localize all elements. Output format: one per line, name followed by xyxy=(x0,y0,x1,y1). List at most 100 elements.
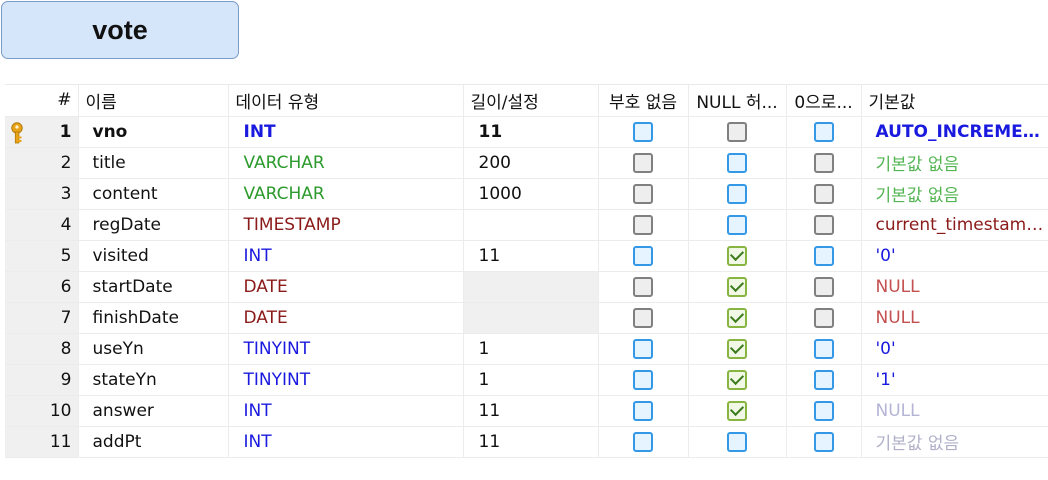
table-row[interactable]: 7 finishDate DATE NULL xyxy=(5,302,1048,334)
column-name-cell[interactable]: title xyxy=(78,147,229,179)
header-num[interactable]: # xyxy=(5,85,79,117)
header-zerofill[interactable]: 0으로... xyxy=(786,85,862,117)
zerofill-checkbox[interactable] xyxy=(813,276,834,297)
table-row[interactable]: 4 regDate TIMESTAMP current_timestamp() xyxy=(5,209,1048,241)
data-type-cell[interactable]: TINYINT xyxy=(228,333,464,365)
unsigned-checkbox[interactable] xyxy=(633,369,653,390)
default-cell[interactable]: NULL xyxy=(861,271,1048,303)
default-cell[interactable]: '0' xyxy=(861,333,1048,365)
length-cell[interactable]: 1 xyxy=(463,364,599,396)
column-name-cell[interactable]: startDate xyxy=(78,271,229,303)
data-type-cell[interactable]: VARCHAR xyxy=(228,178,464,210)
unsigned-checkbox[interactable] xyxy=(633,338,653,359)
unsigned-checkbox[interactable] xyxy=(633,152,653,173)
allow-null-checkbox[interactable] xyxy=(727,214,747,235)
default-cell[interactable]: current_timestamp() xyxy=(861,209,1048,241)
zerofill-checkbox[interactable] xyxy=(813,121,834,142)
header-allow-null[interactable]: NULL 허... xyxy=(688,85,787,117)
table-row[interactable]: 8 useYn TINYINT 1 '0' xyxy=(5,333,1048,365)
column-name-cell[interactable]: stateYn xyxy=(78,364,229,396)
unsigned-checkbox[interactable] xyxy=(633,121,653,142)
length-cell[interactable]: 200 xyxy=(463,147,599,179)
allow-null-checkbox[interactable] xyxy=(727,121,747,142)
column-name-cell[interactable]: answer xyxy=(78,395,229,427)
data-type-cell[interactable]: VARCHAR xyxy=(228,147,464,179)
zerofill-checkbox[interactable] xyxy=(813,400,834,421)
default-cell[interactable]: AUTO_INCREMENT xyxy=(861,116,1048,148)
data-type-cell[interactable]: INT xyxy=(228,395,464,427)
length-cell[interactable]: 11 xyxy=(463,240,599,272)
default-cell[interactable]: '0' xyxy=(861,240,1048,272)
unsigned-checkbox[interactable] xyxy=(633,307,653,328)
unsigned-checkbox[interactable] xyxy=(633,431,653,452)
column-name-cell[interactable]: visited xyxy=(78,240,229,272)
table-row[interactable]: 6 startDate DATE NULL xyxy=(5,271,1048,303)
zerofill-checkbox[interactable] xyxy=(813,369,834,390)
column-name-cell[interactable]: useYn xyxy=(78,333,229,365)
length-cell[interactable]: 11 xyxy=(463,426,599,458)
header-default[interactable]: 기본값 xyxy=(861,85,1048,117)
row-number-text: 2 xyxy=(60,152,72,173)
length-cell[interactable]: 11 xyxy=(463,116,599,148)
zerofill-checkbox[interactable] xyxy=(813,307,834,328)
table-row[interactable]: 2 title VARCHAR 200 기본값 없음 xyxy=(5,147,1048,179)
unsigned-checkbox[interactable] xyxy=(633,400,653,421)
column-name-cell[interactable]: regDate xyxy=(78,209,229,241)
unsigned-checkbox[interactable] xyxy=(633,183,653,204)
header-length[interactable]: 길이/설정 xyxy=(463,85,599,117)
header-unsigned[interactable]: 부호 없음 xyxy=(598,85,689,117)
allow-null-checkbox[interactable] xyxy=(727,400,747,421)
unsigned-checkbox[interactable] xyxy=(633,214,653,235)
data-type-cell[interactable]: DATE xyxy=(228,302,464,334)
header-name[interactable]: 이름 xyxy=(78,85,229,117)
data-type-cell[interactable]: INT xyxy=(228,116,464,148)
zerofill-checkbox[interactable] xyxy=(813,431,834,452)
length-cell[interactable] xyxy=(463,302,599,334)
allow-null-checkbox[interactable] xyxy=(727,431,747,452)
table-row[interactable]: 11 addPt INT 11 기본값 없음 xyxy=(5,426,1048,458)
zerofill-checkbox[interactable] xyxy=(813,152,834,173)
data-type-cell[interactable]: INT xyxy=(228,240,464,272)
allow-null-checkbox[interactable] xyxy=(727,152,747,173)
zerofill-checkbox[interactable] xyxy=(813,214,834,235)
allow-null-checkbox[interactable] xyxy=(727,183,747,204)
unsigned-checkbox[interactable] xyxy=(633,276,653,297)
table-row[interactable]: 5 visited INT 11 '0' xyxy=(5,240,1048,272)
table-name-button[interactable]: vote xyxy=(1,1,239,59)
default-cell[interactable]: 기본값 없음 xyxy=(861,426,1048,458)
column-name-cell[interactable]: content xyxy=(78,178,229,210)
zerofill-cell xyxy=(786,209,862,241)
table-row[interactable]: 10 answer INT 11 NULL xyxy=(5,395,1048,427)
allow-null-checkbox[interactable] xyxy=(727,338,747,359)
allow-null-checkbox[interactable] xyxy=(727,307,747,328)
column-name-cell[interactable]: vno xyxy=(78,116,229,148)
length-cell[interactable]: 11 xyxy=(463,395,599,427)
column-name-cell[interactable]: addPt xyxy=(78,426,229,458)
data-type-cell[interactable]: TIMESTAMP xyxy=(228,209,464,241)
header-type[interactable]: 데이터 유형 xyxy=(228,85,464,117)
zerofill-checkbox[interactable] xyxy=(813,183,834,204)
unsigned-cell xyxy=(598,147,689,179)
length-cell[interactable]: 1000 xyxy=(463,178,599,210)
data-type-cell[interactable]: TINYINT xyxy=(228,364,464,396)
table-row[interactable]: 1 vno INT 11 AUTO_INCREMENT xyxy=(5,116,1048,148)
default-cell[interactable]: 기본값 없음 xyxy=(861,178,1048,210)
default-cell[interactable]: '1' xyxy=(861,364,1048,396)
data-type-cell[interactable]: DATE xyxy=(228,271,464,303)
default-cell[interactable]: NULL xyxy=(861,395,1048,427)
data-type-cell[interactable]: INT xyxy=(228,426,464,458)
allow-null-checkbox[interactable] xyxy=(727,369,747,390)
length-cell[interactable]: 1 xyxy=(463,333,599,365)
allow-null-checkbox[interactable] xyxy=(727,276,747,297)
length-cell[interactable] xyxy=(463,209,599,241)
column-name-cell[interactable]: finishDate xyxy=(78,302,229,334)
table-row[interactable]: 9 stateYn TINYINT 1 '1' xyxy=(5,364,1048,396)
allow-null-checkbox[interactable] xyxy=(727,245,747,266)
table-row[interactable]: 3 content VARCHAR 1000 기본값 없음 xyxy=(5,178,1048,210)
length-cell[interactable] xyxy=(463,271,599,303)
unsigned-checkbox[interactable] xyxy=(633,245,653,266)
default-cell[interactable]: NULL xyxy=(861,302,1048,334)
default-cell[interactable]: 기본값 없음 xyxy=(861,147,1048,179)
zerofill-checkbox[interactable] xyxy=(813,338,834,359)
zerofill-checkbox[interactable] xyxy=(813,245,834,266)
